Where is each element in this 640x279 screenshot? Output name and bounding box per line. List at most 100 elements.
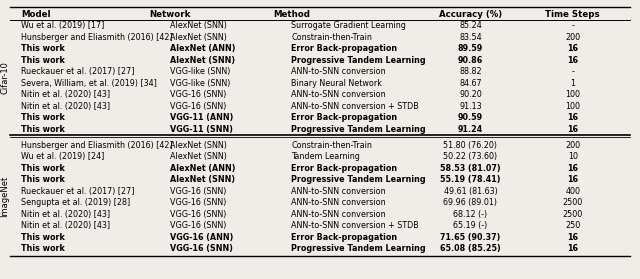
Text: 84.67: 84.67 (459, 79, 482, 88)
Text: AlexNet (SNN): AlexNet (SNN) (170, 141, 227, 150)
Text: 10: 10 (568, 152, 578, 161)
Text: 2500: 2500 (563, 210, 583, 219)
Text: VGG-16 (SNN): VGG-16 (SNN) (170, 210, 226, 219)
Text: AlexNet (ANN): AlexNet (ANN) (170, 44, 235, 53)
Text: VGG-16 (ANN): VGG-16 (ANN) (170, 233, 233, 242)
Text: 16: 16 (567, 125, 579, 134)
Text: 16: 16 (567, 44, 579, 53)
Text: VGG-like (SNN): VGG-like (SNN) (170, 79, 230, 88)
Text: This work: This work (21, 244, 65, 253)
Text: ANN-to-SNN conversion + STDB: ANN-to-SNN conversion + STDB (291, 102, 419, 111)
Text: ANN-to-SNN conversion: ANN-to-SNN conversion (291, 210, 386, 219)
Text: 16: 16 (567, 164, 579, 173)
Text: ANN-to-SNN conversion: ANN-to-SNN conversion (291, 67, 386, 76)
Text: 1: 1 (570, 79, 575, 88)
Text: 2500: 2500 (563, 198, 583, 207)
Text: 51.80 (76.20): 51.80 (76.20) (444, 141, 497, 150)
Text: Constrain-then-Train: Constrain-then-Train (291, 33, 372, 42)
Text: Wu et al. (2019) [24]: Wu et al. (2019) [24] (21, 152, 104, 161)
Text: Hunsberger and Eliasmith (2016) [42]: Hunsberger and Eliasmith (2016) [42] (21, 33, 173, 42)
Text: 90.86: 90.86 (458, 56, 483, 65)
Text: 250: 250 (565, 221, 580, 230)
Text: 69.96 (89.01): 69.96 (89.01) (444, 198, 497, 207)
Text: Model: Model (21, 10, 51, 19)
Text: Cifar-10: Cifar-10 (1, 61, 10, 94)
Text: AlexNet (SNN): AlexNet (SNN) (170, 33, 227, 42)
Text: ANN-to-SNN conversion: ANN-to-SNN conversion (291, 198, 386, 207)
Text: 55.19 (78.41): 55.19 (78.41) (440, 175, 500, 184)
Text: ANN-to-SNN conversion + STDB: ANN-to-SNN conversion + STDB (291, 221, 419, 230)
Text: 68.12 (-): 68.12 (-) (453, 210, 488, 219)
Text: 16: 16 (567, 244, 579, 253)
Text: Rueckauer et al. (2017) [27]: Rueckauer et al. (2017) [27] (21, 187, 134, 196)
Text: Method: Method (273, 10, 310, 19)
Text: This work: This work (21, 125, 65, 134)
Text: Wu et al. (2019) [17]: Wu et al. (2019) [17] (21, 21, 104, 30)
Text: Accuracy (%): Accuracy (%) (439, 10, 502, 19)
Text: 49.61 (81.63): 49.61 (81.63) (444, 187, 497, 196)
Text: 83.54: 83.54 (459, 33, 482, 42)
Text: -: - (572, 21, 574, 30)
Text: This work: This work (21, 175, 65, 184)
Text: Nitin et al. (2020) [43]: Nitin et al. (2020) [43] (21, 210, 110, 219)
Text: 16: 16 (567, 56, 579, 65)
Text: AlexNet (SNN): AlexNet (SNN) (170, 21, 227, 30)
Text: This work: This work (21, 233, 65, 242)
Text: 90.20: 90.20 (459, 90, 482, 99)
Text: Severa, William, et al. (2019) [34]: Severa, William, et al. (2019) [34] (21, 79, 157, 88)
Text: 16: 16 (567, 175, 579, 184)
Text: 89.59: 89.59 (458, 44, 483, 53)
Text: 90.59: 90.59 (458, 113, 483, 122)
Text: Error Back-propagation: Error Back-propagation (291, 164, 397, 173)
Text: 100: 100 (565, 102, 580, 111)
Text: Hunsberger and Eliasmith (2016) [42]: Hunsberger and Eliasmith (2016) [42] (21, 141, 173, 150)
Text: VGG-like (SNN): VGG-like (SNN) (170, 67, 230, 76)
Text: VGG-16 (SNN): VGG-16 (SNN) (170, 102, 226, 111)
Text: 91.24: 91.24 (458, 125, 483, 134)
Text: Constrain-then-Train: Constrain-then-Train (291, 141, 372, 150)
Text: AlexNet (SNN): AlexNet (SNN) (170, 56, 235, 65)
Text: ANN-to-SNN conversion: ANN-to-SNN conversion (291, 187, 386, 196)
Text: AlexNet (SNN): AlexNet (SNN) (170, 152, 227, 161)
Text: This work: This work (21, 56, 65, 65)
Text: VGG-16 (SNN): VGG-16 (SNN) (170, 198, 226, 207)
Text: Error Back-propagation: Error Back-propagation (291, 113, 397, 122)
Text: Error Back-propagation: Error Back-propagation (291, 233, 397, 242)
Text: Progressive Tandem Learning: Progressive Tandem Learning (291, 175, 426, 184)
Text: 100: 100 (565, 90, 580, 99)
Text: ImageNet: ImageNet (1, 176, 10, 218)
Text: Binary Neural Network: Binary Neural Network (291, 79, 382, 88)
Text: 200: 200 (565, 141, 580, 150)
Text: VGG-16 (SNN): VGG-16 (SNN) (170, 90, 226, 99)
Text: 65.08 (85.25): 65.08 (85.25) (440, 244, 500, 253)
Text: Progressive Tandem Learning: Progressive Tandem Learning (291, 244, 426, 253)
Text: 71.65 (90.37): 71.65 (90.37) (440, 233, 500, 242)
Text: Rueckauer et al. (2017) [27]: Rueckauer et al. (2017) [27] (21, 67, 134, 76)
Text: Network: Network (149, 10, 190, 19)
Text: This work: This work (21, 113, 65, 122)
Text: AlexNet (SNN): AlexNet (SNN) (170, 175, 235, 184)
Text: 50.22 (73.60): 50.22 (73.60) (444, 152, 497, 161)
Text: This work: This work (21, 44, 65, 53)
Text: 16: 16 (567, 233, 579, 242)
Text: -: - (572, 67, 574, 76)
Text: This work: This work (21, 164, 65, 173)
Text: VGG-16 (SNN): VGG-16 (SNN) (170, 244, 232, 253)
Text: Time Steps: Time Steps (545, 10, 600, 19)
Text: 200: 200 (565, 33, 580, 42)
Text: 88.82: 88.82 (459, 67, 482, 76)
Text: 91.13: 91.13 (459, 102, 482, 111)
Text: VGG-11 (SNN): VGG-11 (SNN) (170, 125, 232, 134)
Text: ANN-to-SNN conversion: ANN-to-SNN conversion (291, 90, 386, 99)
Text: Sengupta et al. (2019) [28]: Sengupta et al. (2019) [28] (21, 198, 131, 207)
Text: Nitin et al. (2020) [43]: Nitin et al. (2020) [43] (21, 102, 110, 111)
Text: VGG-16 (SNN): VGG-16 (SNN) (170, 221, 226, 230)
Text: VGG-11 (ANN): VGG-11 (ANN) (170, 113, 233, 122)
Text: Tandem Learning: Tandem Learning (291, 152, 360, 161)
Text: Error Back-propagation: Error Back-propagation (291, 44, 397, 53)
Text: Progressive Tandem Learning: Progressive Tandem Learning (291, 125, 426, 134)
Text: Progressive Tandem Learning: Progressive Tandem Learning (291, 56, 426, 65)
Text: 16: 16 (567, 113, 579, 122)
Text: 85.24: 85.24 (459, 21, 482, 30)
Text: 400: 400 (565, 187, 580, 196)
